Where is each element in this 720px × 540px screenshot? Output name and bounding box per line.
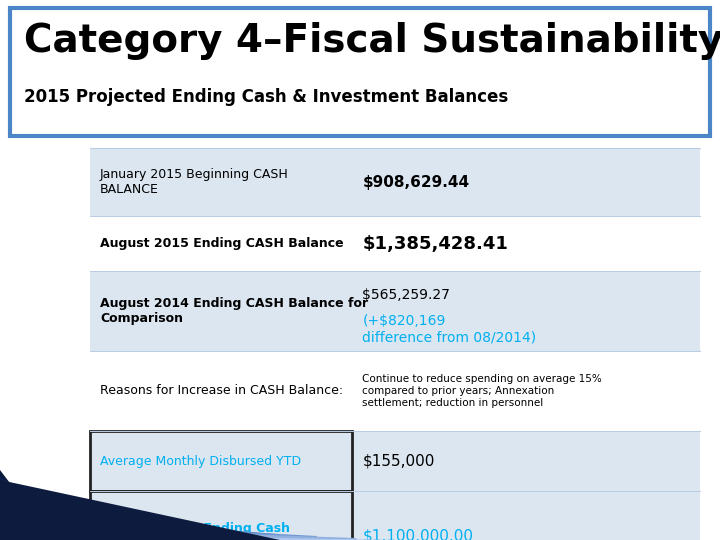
Polygon shape: [0, 491, 158, 540]
Bar: [90, 351, 700, 431]
Text: August 2015 Ending CASH Balance: August 2015 Ending CASH Balance: [100, 237, 343, 250]
Polygon shape: [0, 533, 396, 540]
Polygon shape: [0, 512, 277, 540]
Text: Category 4–Fiscal Sustainability 2015: Category 4–Fiscal Sustainability 2015: [24, 22, 720, 60]
Text: $1,100,000.00: $1,100,000.00: [362, 529, 473, 540]
Text: $155,000: $155,000: [362, 454, 435, 469]
Text: Continue to reduce spending on average 15%
compared to prior years; Annexation
s: Continue to reduce spending on average 1…: [362, 374, 602, 408]
Polygon shape: [0, 526, 356, 540]
Text: August 2014 Ending CASH Balance for
Comparison: August 2014 Ending CASH Balance for Comp…: [100, 297, 368, 325]
Text: $908,629.44: $908,629.44: [362, 174, 469, 190]
Polygon shape: [0, 480, 280, 540]
Polygon shape: [0, 477, 79, 540]
Bar: [90, 431, 352, 491]
Bar: [90, 216, 700, 271]
Bar: [90, 491, 700, 540]
Polygon shape: [0, 519, 317, 540]
Text: Reasons for Increase in CASH Balance:: Reasons for Increase in CASH Balance:: [100, 384, 343, 397]
Text: $1,385,428.41: $1,385,428.41: [362, 234, 508, 253]
Bar: [90, 491, 352, 540]
Bar: [90, 148, 700, 216]
Bar: [90, 431, 700, 491]
Text: Projected YTD Ending Cash
Balance: Projected YTD Ending Cash Balance: [100, 522, 290, 540]
Bar: [10, 8, 710, 136]
Polygon shape: [0, 505, 238, 540]
Polygon shape: [0, 498, 198, 540]
Text: (+$820,169
difference from 08/2014): (+$820,169 difference from 08/2014): [362, 314, 536, 344]
Text: $565,259.27: $565,259.27: [362, 288, 454, 302]
Bar: [90, 271, 700, 351]
Text: 2015 Projected Ending Cash & Investment Balances: 2015 Projected Ending Cash & Investment …: [24, 88, 508, 106]
Text: Average Monthly Disbursed YTD: Average Monthly Disbursed YTD: [100, 455, 301, 468]
Text: January 2015 Beginning CASH
BALANCE: January 2015 Beginning CASH BALANCE: [100, 168, 289, 196]
Polygon shape: [0, 470, 40, 540]
Polygon shape: [0, 484, 119, 540]
